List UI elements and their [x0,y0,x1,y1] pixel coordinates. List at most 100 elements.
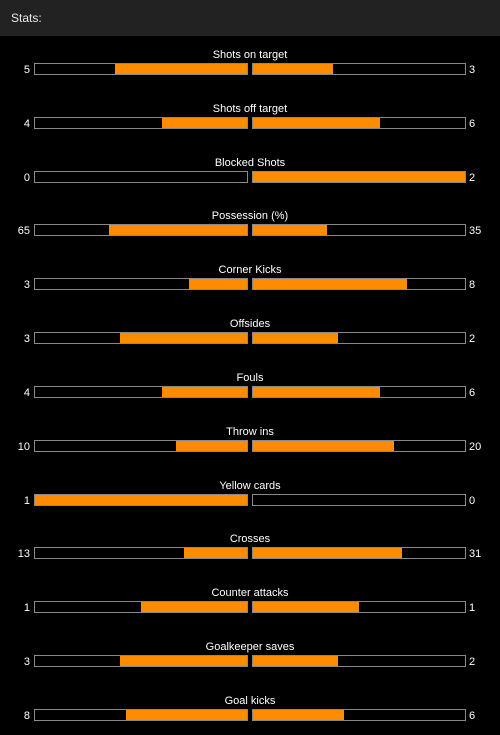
home-bar-fill [189,279,247,289]
stat-label: Offsides [229,318,271,330]
away-bar-fill [253,441,395,451]
stat-row: Yellow cards 1 0 [0,479,500,519]
home-bar-fill [162,118,247,128]
home-bar-fill [176,441,247,451]
home-bar-fill [119,656,247,666]
home-bar-fill [125,710,247,720]
away-bar-fill [253,710,344,720]
stat-label: Fouls [236,372,264,384]
home-value: 4 [23,387,30,399]
away-value: 2 [469,172,476,184]
home-bar-fill [35,495,247,505]
away-bar [252,601,466,613]
away-bar-fill [253,64,333,74]
home-value: 1 [23,495,30,507]
stat-label: Counter attacks [211,587,289,599]
home-value: 8 [23,710,30,722]
home-bar [34,601,248,613]
home-bar [34,494,248,506]
stat-label: Possession (%) [211,210,289,222]
away-bar [252,332,466,344]
home-bar [34,278,248,290]
away-bar [252,494,466,506]
away-value: 2 [469,656,476,668]
away-bar-fill [253,279,408,289]
home-bar [34,547,248,559]
home-bar [34,63,248,75]
home-bar-fill [141,602,247,612]
home-bar [34,440,248,452]
away-bar-fill [253,333,338,343]
home-bar [34,655,248,667]
stat-row: Goal kicks 8 6 [0,694,500,734]
stat-label: Corner Kicks [218,264,282,276]
home-bar-fill [119,333,247,343]
away-bar-fill [253,225,328,235]
stat-row: Counter attacks 1 1 [0,586,500,626]
stat-row: Shots off target 4 6 [0,102,500,142]
away-bar [252,547,466,559]
stat-row: Possession (%) 65 35 [0,209,500,249]
stat-label: Crosses [229,533,271,545]
stat-label: Throw ins [226,426,274,438]
away-value: 0 [469,495,476,507]
away-bar-fill [253,118,381,128]
home-value: 3 [23,279,30,291]
home-bar [34,224,248,236]
away-bar [252,171,466,183]
away-value: 31 [469,548,482,560]
home-value: 65 [17,225,30,237]
away-value: 6 [469,710,476,722]
stats-title: Stats: [11,11,42,25]
away-bar [252,440,466,452]
away-bar [252,278,466,290]
stats-header: Stats: [0,0,500,36]
away-bar [252,224,466,236]
stat-label: Goal kicks [224,695,276,707]
stat-row: Fouls 4 6 [0,371,500,411]
stat-row: Shots on target 5 3 [0,48,500,88]
home-value: 10 [17,441,30,453]
stat-label: Goalkeeper saves [205,641,295,653]
home-bar-fill [114,64,247,74]
stat-row: Offsides 3 2 [0,317,500,357]
away-bar-fill [253,172,465,182]
away-bar-fill [253,656,338,666]
home-bar-fill [162,387,247,397]
home-value: 13 [17,548,30,560]
home-bar [34,117,248,129]
home-bar-fill [184,548,247,558]
home-value: 1 [23,602,30,614]
home-bar-fill [109,225,247,235]
stat-label: Blocked Shots [214,157,286,169]
home-bar [34,171,248,183]
away-value: 6 [469,387,476,399]
home-value: 4 [23,118,30,130]
stat-row: Goalkeeper saves 3 2 [0,640,500,680]
away-value: 3 [469,64,476,76]
stat-row: Crosses 13 31 [0,532,500,572]
away-bar [252,386,466,398]
away-value: 8 [469,279,476,291]
home-value: 3 [23,656,30,668]
stat-label: Yellow cards [219,480,281,492]
stat-row: Throw ins 10 20 [0,425,500,465]
away-bar [252,709,466,721]
home-value: 3 [23,333,30,345]
away-bar [252,63,466,75]
home-bar [34,332,248,344]
away-bar-fill [253,387,381,397]
away-bar-fill [253,548,403,558]
away-value: 6 [469,118,476,130]
stat-label: Shots on target [212,49,288,61]
away-bar-fill [253,602,359,612]
home-bar [34,386,248,398]
home-value: 5 [23,64,30,76]
home-bar [34,709,248,721]
away-value: 35 [469,225,482,237]
stat-row: Corner Kicks 3 8 [0,263,500,303]
stats-list: Shots on target 5 3 Shots off target 4 6 Block… [0,36,500,735]
away-bar [252,655,466,667]
away-value: 2 [469,333,476,345]
home-value: 0 [23,172,30,184]
